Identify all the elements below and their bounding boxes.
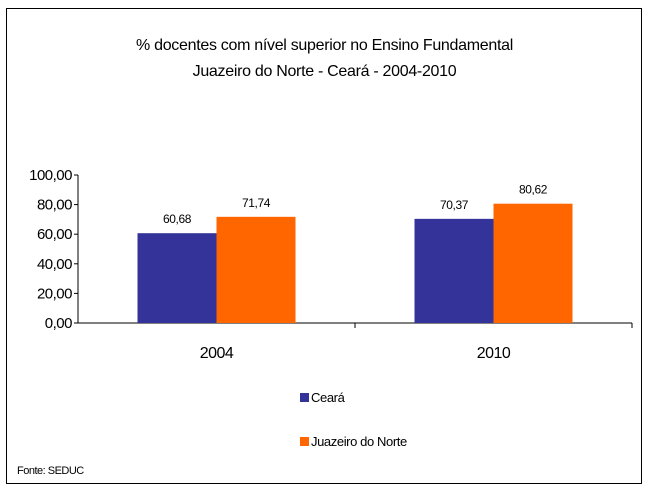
bar	[414, 218, 494, 323]
bar	[493, 203, 573, 323]
chart-title: % docentes com nível superior no Ensino …	[136, 37, 513, 54]
y-tick-label: 100,00	[29, 167, 72, 184]
legend-label-ceara: Ceará	[311, 389, 345, 405]
chart-bars	[137, 203, 573, 323]
x-tick-label: 2010	[477, 345, 511, 362]
chart-labels: 60,68 71,74 70,37 80,62	[163, 183, 548, 227]
legend-label-juazeiro: Juazeiro do Norte	[311, 433, 407, 449]
legend-swatch-ceara	[300, 392, 309, 402]
y-tick-label: 60,00	[37, 226, 72, 243]
legend-swatch-juazeiro	[300, 436, 309, 446]
y-tick-label: 20,00	[37, 285, 72, 302]
bar	[137, 233, 217, 323]
y-tick-label: 0,00	[45, 315, 72, 332]
data-label: 80,62	[519, 183, 548, 197]
chart-axes: 0,00 20,00 40,00 60,00 80,00 100,00 2004 2010	[29, 167, 633, 362]
data-label: 71,74	[242, 196, 271, 210]
legend-item-juazeiro: Juazeiro do Norte	[300, 433, 407, 449]
source-note: Fonte: SEDUC	[17, 465, 84, 477]
x-tick-label: 2004	[200, 345, 234, 362]
data-label: 70,37	[440, 198, 469, 212]
bar	[216, 216, 296, 323]
chart-subtitle: Juazeiro do Norte - Ceará - 2004-2010	[192, 63, 457, 80]
y-tick-label: 40,00	[37, 256, 72, 273]
data-label: 60,68	[163, 212, 192, 226]
legend-item-ceara: Ceará	[300, 389, 345, 405]
y-tick-label: 80,00	[37, 197, 72, 214]
